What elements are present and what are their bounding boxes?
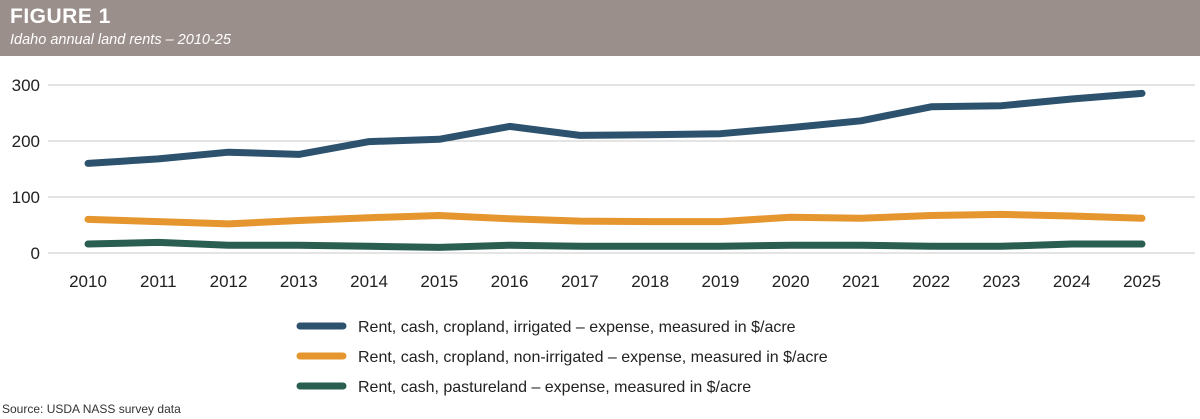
figure-label: FIGURE 1: [10, 5, 111, 28]
legend-label-3: Rent, cash, pastureland – expense, measu…: [358, 379, 751, 396]
x-tick-label: 2022: [912, 272, 950, 291]
x-tick-label: 2019: [701, 272, 739, 291]
x-tick-label: 2020: [772, 272, 810, 291]
y-tick-label: 300: [12, 76, 40, 95]
x-tick-label: 2017: [561, 272, 599, 291]
figure-header: FIGURE 1 Idaho annual land rents – 2010-…: [0, 0, 1200, 56]
y-tick-label: 200: [12, 132, 40, 151]
series-line-1: [84, 89, 1146, 167]
x-tick-label: 2013: [280, 272, 318, 291]
x-tick-label: 2010: [69, 272, 107, 291]
x-tick-label: 2016: [491, 272, 529, 291]
x-tick-label: 2023: [983, 272, 1021, 291]
x-tick-label: 2014: [350, 272, 388, 291]
series-line-2: [84, 210, 1146, 228]
x-tick-label: 2015: [420, 272, 458, 291]
series-line-3: [84, 238, 1146, 251]
line-chart: 0 100 200 300 2010 2011 2012 2013 2014 2015 2016 20…: [12, 76, 1195, 396]
x-tick-label: 2024: [1053, 272, 1091, 291]
x-tick-label: 2012: [210, 272, 248, 291]
x-tick-label: 2018: [631, 272, 669, 291]
x-tick-label: 2011: [140, 272, 177, 291]
x-tick-label: 2021: [842, 272, 880, 291]
x-tick-label: 2025: [1123, 272, 1161, 291]
legend-label-1: Rent, cash, cropland, irrigated – expens…: [358, 319, 796, 336]
y-tick-label: 0: [31, 244, 40, 263]
source-note: Source: USDA NASS survey data: [2, 402, 181, 416]
y-tick-label: 100: [12, 188, 40, 207]
legend-label-2: Rent, cash, cropland, non-irrigated – ex…: [358, 349, 828, 366]
figure-subtitle: Idaho annual land rents – 2010-25: [10, 32, 231, 48]
